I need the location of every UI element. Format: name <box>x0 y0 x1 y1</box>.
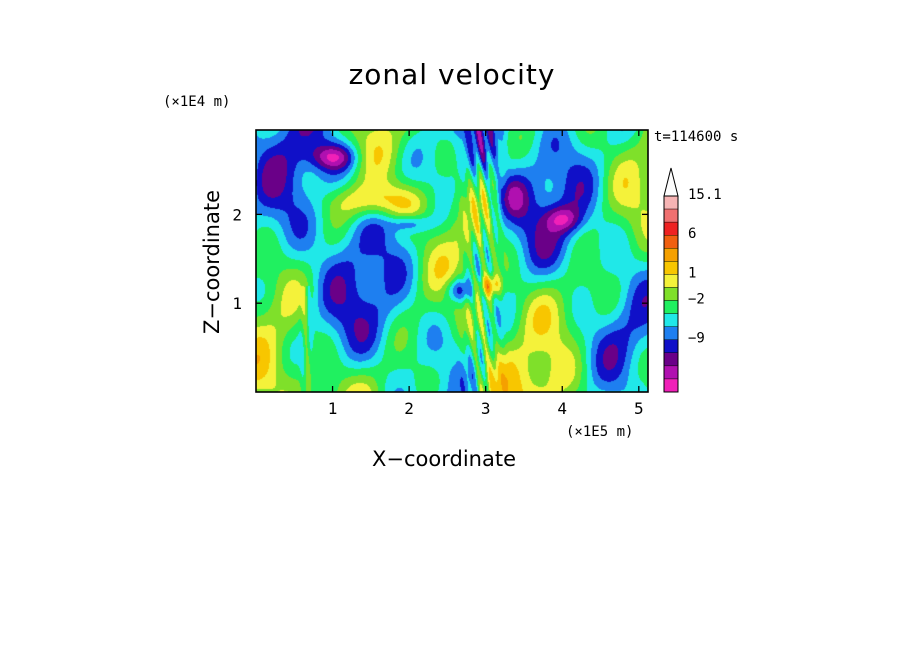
x-axis-label: X−coordinate <box>372 447 516 471</box>
colorbar-label: −9 <box>688 331 705 347</box>
time-annotation: t=114600 s <box>654 129 739 145</box>
y-axis-unit: (×1E4 m) <box>163 94 231 110</box>
x-tick-label: 4 <box>557 399 567 418</box>
chart-title: zonal velocity <box>348 58 556 91</box>
colorbar-swatch <box>663 378 679 393</box>
colorbar-swatch <box>663 261 679 275</box>
colorbar-swatch <box>663 287 679 301</box>
colorbar-swatch <box>663 234 679 249</box>
colorbar-swatch <box>663 313 679 327</box>
x-tick-label: 5 <box>634 399 644 418</box>
x-tick-label: 2 <box>404 399 414 418</box>
colorbar-label: 1 <box>688 265 696 281</box>
colorbar-label: 15.1 <box>688 187 722 203</box>
colorbar-extend-triangle <box>663 167 679 197</box>
colorbar-swatch <box>663 300 679 314</box>
velocity-field <box>256 130 648 392</box>
colorbar-swatch <box>663 274 679 288</box>
colorbar-swatch <box>663 339 679 354</box>
colorbar-label: −2 <box>688 292 705 308</box>
x-tick-label: 3 <box>481 399 491 418</box>
colorbar-frame <box>663 195 679 393</box>
y-tick-label: 1 <box>232 294 242 313</box>
colorbar-label: 6 <box>688 226 696 242</box>
x-axis-unit: (×1E5 m) <box>566 424 634 440</box>
plot-frame <box>255 129 649 393</box>
colorbar-swatch <box>663 326 679 340</box>
x-tick-label: 1 <box>328 399 338 418</box>
colorbar-swatch <box>663 208 679 223</box>
colorbar-swatch <box>663 352 679 367</box>
colorbar-swatch <box>663 365 679 380</box>
y-tick-label: 2 <box>232 205 242 224</box>
colorbar-swatch <box>663 221 679 236</box>
colorbar-swatch <box>663 248 679 262</box>
colorbar-swatch <box>663 195 679 210</box>
